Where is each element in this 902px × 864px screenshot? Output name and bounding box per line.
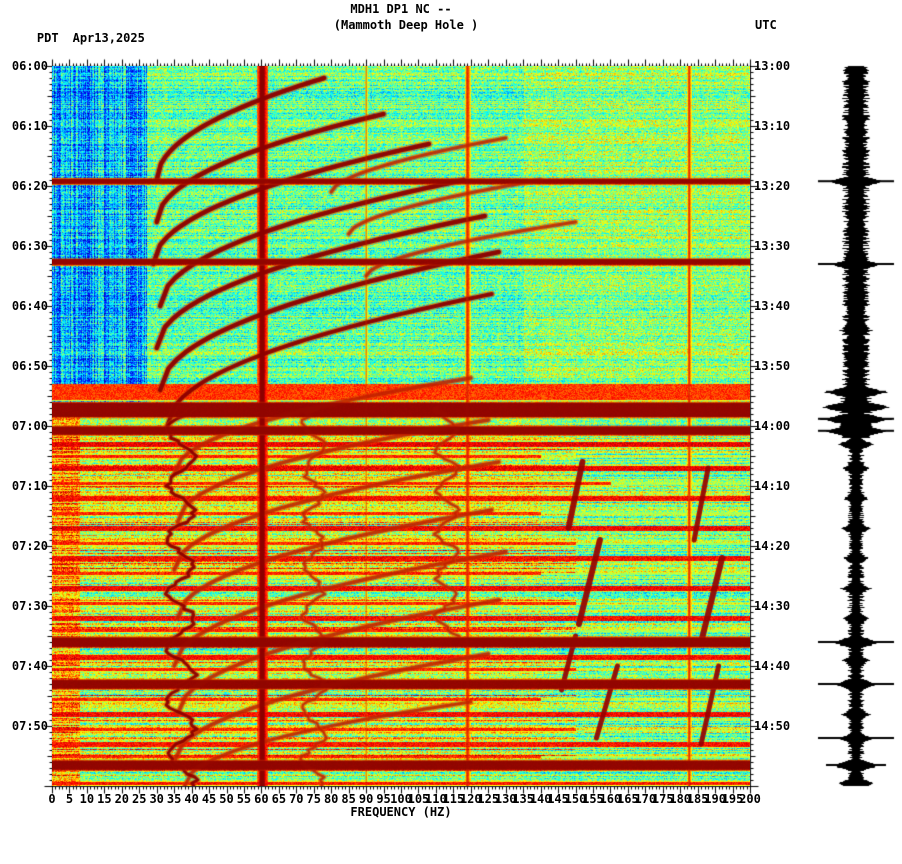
seismogram-trace	[810, 62, 902, 790]
frequency-tick-label: 120	[459, 792, 482, 806]
frequency-tick-label: 110	[425, 792, 447, 806]
frequency-tick-label: 5	[65, 792, 74, 806]
frequency-tick-label: 125	[477, 792, 500, 806]
right-time-tick-label: 14:30	[754, 599, 791, 613]
frequency-tick-label: 130	[494, 792, 517, 806]
right-time-tick-label: 13:10	[754, 119, 791, 133]
left-time-tick-label: 07:10	[11, 479, 48, 493]
frequency-tick-label: 185	[686, 792, 709, 806]
frequency-tick-label: 145	[547, 792, 569, 806]
left-time-tick-label: 06:20	[11, 179, 48, 193]
left-time-tick-label: 07:00	[11, 419, 48, 433]
spectrogram-heatmap	[52, 66, 750, 786]
frequency-tick-label: 30	[149, 792, 164, 806]
frequency-tick-label: 95	[376, 792, 391, 806]
frequency-tick-label: 25	[132, 792, 147, 806]
frequency-tick-label: 50	[219, 792, 234, 806]
left-time-tick-label: 06:00	[11, 59, 48, 73]
frequency-tick-label: 140	[529, 792, 552, 806]
frequency-tick-label: 75	[306, 792, 321, 806]
frequency-tick-label: 60	[254, 792, 269, 806]
right-time-tick-label: 14:50	[754, 719, 791, 733]
left-time-tick-label: 06:10	[11, 119, 48, 133]
left-time-tick-label: 07:20	[11, 539, 48, 553]
frequency-tick-label: 0	[48, 792, 56, 806]
frequency-tick-label: 160	[599, 792, 622, 806]
right-time-tick-label: 13:40	[754, 299, 791, 313]
left-time-tick-label: 07:50	[11, 719, 48, 733]
right-time-tick-label: 13:30	[754, 239, 791, 253]
frequency-tick-label: 190	[704, 792, 726, 806]
frequency-tick-label: 85	[341, 792, 356, 806]
frequency-tick-label: 40	[184, 792, 199, 806]
frequency-tick-label: 100	[390, 792, 412, 806]
frequency-axis-label: FREQUENCY (HZ)	[350, 805, 452, 819]
frequency-tick-label: 15	[97, 792, 112, 806]
frequency-tick-label: 155	[582, 792, 604, 806]
frequency-tick-label: 80	[323, 792, 339, 806]
frequency-tick-label: 45	[201, 792, 217, 806]
frequency-tick-label: 200	[739, 792, 761, 806]
left-time-tick-label: 07:40	[11, 659, 48, 673]
frequency-tick-label: 90	[358, 792, 374, 806]
left-time-tick-label: 06:30	[11, 239, 48, 253]
frequency-tick-label: 70	[289, 792, 304, 806]
frequency-tick-label: 195	[721, 792, 744, 806]
left-time-tick-label: 06:40	[11, 299, 48, 313]
left-time-tick-label: 07:30	[11, 599, 48, 613]
frequency-tick-label: 180	[669, 792, 692, 806]
right-time-tick-label: 13:00	[754, 59, 791, 73]
right-time-tick-label: 14:00	[754, 419, 791, 433]
frequency-tick-label: 35	[166, 792, 182, 806]
frequency-tick-label: 55	[236, 792, 252, 806]
left-time-tick-label: 06:50	[11, 359, 48, 373]
frequency-tick-label: 105	[407, 792, 430, 806]
frequency-tick-label: 150	[564, 792, 587, 806]
right-time-tick-label: 14:10	[754, 479, 791, 493]
frequency-tick-label: 170	[634, 792, 657, 806]
right-time-tick-label: 13:50	[754, 359, 791, 373]
right-time-tick-label: 14:40	[754, 659, 791, 673]
frequency-tick-label: 65	[271, 792, 287, 806]
right-time-tick-label: 14:20	[754, 539, 791, 553]
frequency-tick-label: 115	[442, 792, 465, 806]
frequency-tick-label: 175	[651, 792, 674, 806]
frequency-tick-label: 165	[617, 792, 639, 806]
frequency-tick-label: 135	[512, 792, 534, 806]
frequency-tick-label: 20	[114, 792, 130, 806]
frequency-tick-label: 10	[79, 792, 95, 806]
right-time-tick-label: 13:20	[754, 179, 791, 193]
